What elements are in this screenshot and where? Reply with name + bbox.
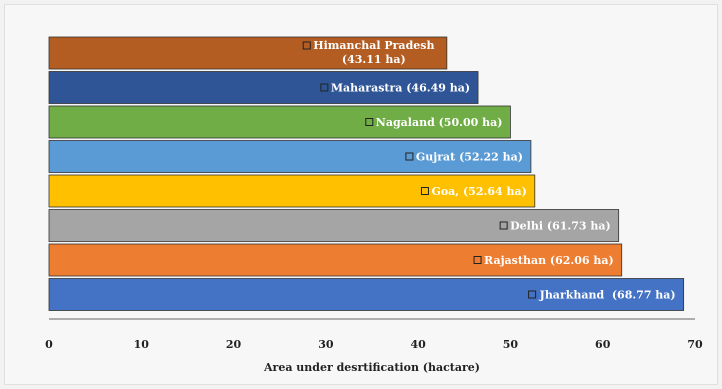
x-tick-label: 10 xyxy=(134,338,150,351)
x-axis-title: Area under desrtification (hactare) xyxy=(263,361,480,374)
x-tick-label: 70 xyxy=(687,338,703,351)
x-tick-label: 40 xyxy=(410,338,426,351)
bar-jharkhand xyxy=(48,278,685,311)
legend-key-jharkhand xyxy=(528,290,537,299)
x-tick-label: 0 xyxy=(45,338,53,351)
data-label-himanchal-pradesh: Himanchal Pradesh (43.11 ha) xyxy=(313,39,434,66)
data-label-nagaland: Nagaland (50.00 ha) xyxy=(376,116,503,129)
data-label-gujrat: Gujrat (52.22 ha) xyxy=(416,151,523,164)
legend-key-gujrat xyxy=(405,152,414,161)
bar-maharastra xyxy=(48,71,479,104)
legend-key-rajasthan xyxy=(473,256,482,264)
bar-nagaland xyxy=(48,105,511,139)
data-label-maharastra: Maharastra (46.49 ha) xyxy=(331,82,470,95)
bar-himanchal-pradesh xyxy=(48,36,448,70)
data-label-delhi: Delhi (61.73 ha) xyxy=(510,220,611,233)
chart-frame: Himanchal Pradesh (43.11 ha) Maharastra (4… xyxy=(4,4,718,385)
bar-rajasthan xyxy=(48,243,623,277)
legend-key-maharastra xyxy=(320,83,329,92)
x-tick-label: 50 xyxy=(503,338,519,351)
x-tick-label: 30 xyxy=(318,338,334,351)
x-tick-label: 20 xyxy=(226,338,242,351)
data-label-goa: Goa, (52.64 ha) xyxy=(431,185,526,198)
bar-goa xyxy=(48,174,536,208)
legend-key-himanchal-pradesh xyxy=(302,41,311,50)
data-label-rajasthan: Rajasthan (62.06 ha) xyxy=(484,254,614,267)
x-tick-label: 60 xyxy=(595,338,611,351)
bar-chart: Himanchal Pradesh (43.11 ha) Maharastra (4… xyxy=(45,36,703,374)
legend-key-delhi xyxy=(499,221,508,230)
legend-key-goa xyxy=(420,187,429,195)
bar-gujrat xyxy=(48,140,532,173)
legend-key-nagaland xyxy=(365,118,374,126)
bar-delhi xyxy=(48,209,620,242)
data-label-jharkhand: Jharkhand (68.77 ha) xyxy=(539,289,676,302)
